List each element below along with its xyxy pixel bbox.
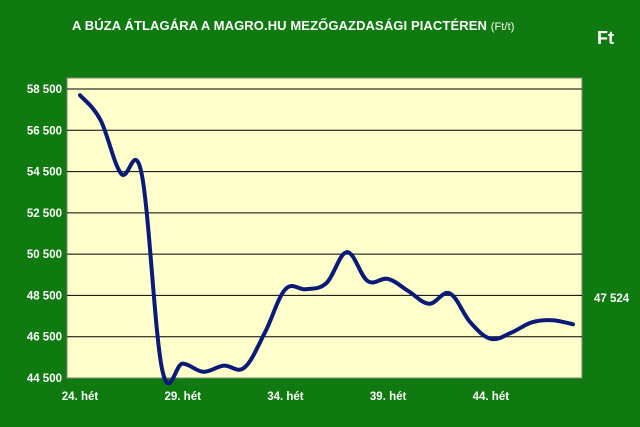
series-line [78,93,575,386]
y-tick-label: 52 500 [27,208,62,220]
y-tick-label: 48 500 [27,290,62,302]
y-tick-label: 56 500 [27,125,62,137]
data-point [243,367,245,369]
x-axis-ticks: 24. hét 29. hét 34. hét 39. hét 44. hét [62,391,509,403]
data-point [490,338,492,340]
grid-lines [67,88,582,338]
series-layer [78,93,575,386]
x-tick-label: 24. hét [62,391,99,403]
plot-area [66,77,583,379]
y-tick-label: 58 500 [27,84,62,96]
x-tick-label: 34. hét [267,391,304,403]
data-point [305,288,307,290]
chart-title: A BÚZA ÁTLAGÁRA A MAGRO.HU MEZŐGAZDASÁGI… [72,18,515,33]
y-tick-label: 50 500 [27,249,62,261]
data-point [182,363,184,365]
data-point [141,173,143,175]
x-tick-label: 39. hét [370,391,407,403]
y-tick-label: 44 500 [27,373,62,385]
x-tick-label: 44. hét [473,391,510,403]
data-point [161,369,163,371]
data-point [552,319,553,321]
data-point [326,282,327,284]
data-point [120,173,122,175]
corner-unit-label: Ft [597,28,614,48]
data-point [202,371,204,373]
data-point [469,321,471,323]
data-point [284,288,286,290]
data-point [572,323,574,325]
data-point [428,303,430,305]
y-axis-ticks: 58 500 56 500 54 500 52 500 50 500 48 500 46 5… [27,84,62,385]
x-tick-label: 29. hét [164,391,201,403]
chart-title-unit: (Ft/t) [490,21,515,33]
data-point [346,251,348,253]
data-point [223,365,225,367]
data-point [531,321,533,323]
chart-title-text: A BÚZA ÁTLAGÁRA A MAGRO.HU MEZŐGAZDASÁGI… [72,18,487,33]
data-point [100,119,101,121]
data-point [510,332,512,334]
data-point [408,290,410,292]
data-point [449,292,451,294]
y-tick-label: 54 500 [27,167,62,179]
data-point [79,94,81,96]
y-tick-label: 46 500 [27,332,62,344]
last-value-label: 47 524 [594,293,630,305]
data-point [264,332,266,334]
data-point [367,280,369,282]
data-point [387,278,389,280]
